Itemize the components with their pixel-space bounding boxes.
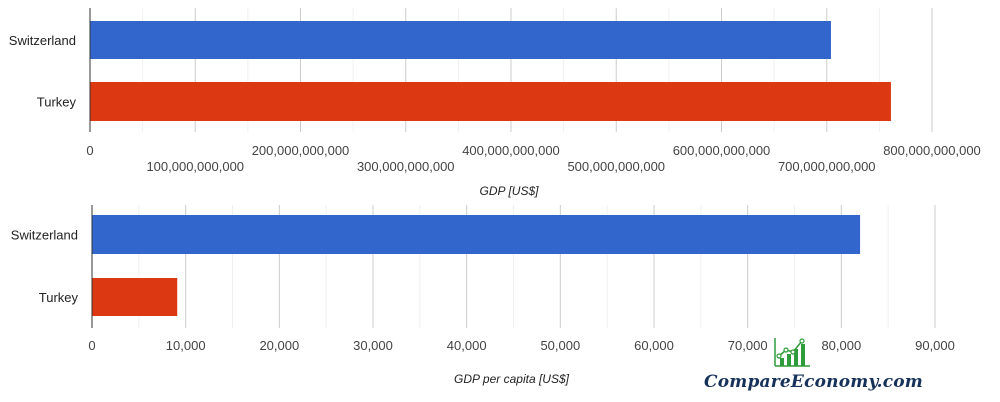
- x-tick-label: 800,000,000,000: [883, 143, 981, 158]
- x-tick-label: 600,000,000,000: [673, 143, 771, 158]
- x-tick-label: 20,000: [259, 338, 299, 353]
- x-tick-label: 10,000: [166, 338, 206, 353]
- x-tick-label: 0: [88, 338, 95, 353]
- category-label-turkey: Turkey: [37, 95, 77, 110]
- bar-turkey: [92, 278, 178, 316]
- bar-turkey: [90, 82, 891, 121]
- rising-chart-logo-icon: [774, 338, 810, 367]
- x-tick-label: 300,000,000,000: [357, 159, 455, 174]
- category-label-switzerland: Switzerland: [9, 33, 76, 48]
- x-tick-label: 0: [86, 143, 93, 158]
- x-tick-label: 100,000,000,000: [146, 159, 244, 174]
- category-label-switzerland: Switzerland: [11, 228, 78, 243]
- x-tick-label: 40,000: [447, 338, 487, 353]
- x-tick-label: 700,000,000,000: [778, 159, 876, 174]
- brand-wordmark[interactable]: CompareEconomy.com: [704, 372, 923, 392]
- category-label-turkey: Turkey: [39, 290, 79, 305]
- x-tick-label: 400,000,000,000: [462, 143, 560, 158]
- x-tick-label: 80,000: [821, 338, 861, 353]
- x-tick-label: 90,000: [915, 338, 955, 353]
- x-tick-label: 30,000: [353, 338, 393, 353]
- x-tick-label: 500,000,000,000: [567, 159, 665, 174]
- x-axis-title: GDP [US$]: [480, 184, 540, 198]
- x-tick-label: 50,000: [540, 338, 580, 353]
- x-tick-label: 70,000: [728, 338, 768, 353]
- x-axis-title: GDP per capita [US$]: [454, 372, 570, 386]
- x-tick-label: 60,000: [634, 338, 674, 353]
- x-tick-label: 200,000,000,000: [252, 143, 350, 158]
- bar-switzerland: [90, 21, 831, 59]
- bar-switzerland: [92, 215, 861, 254]
